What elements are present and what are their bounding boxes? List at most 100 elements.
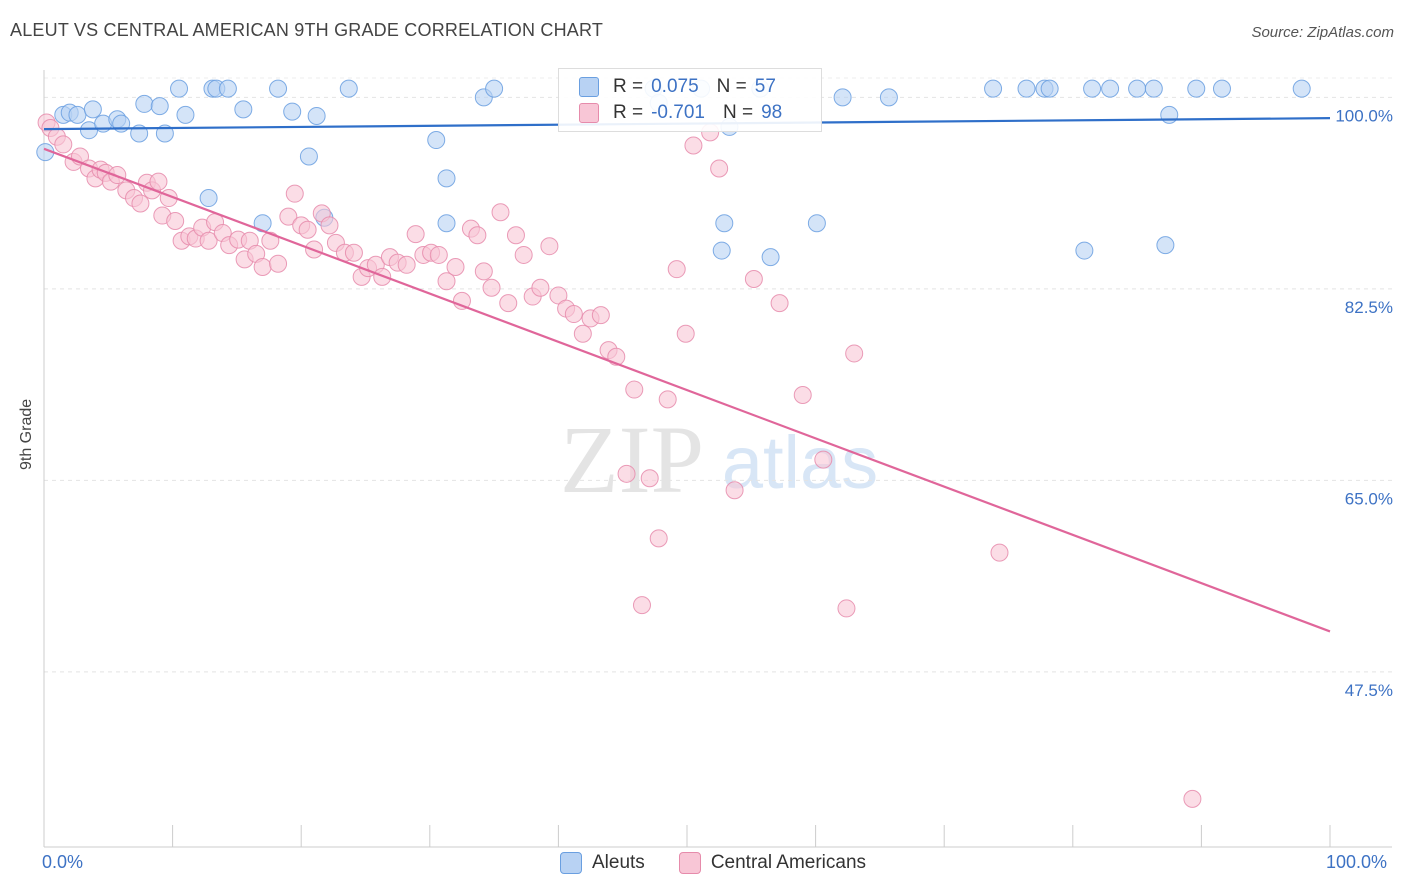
central-american-point	[54, 135, 73, 154]
aleut-point	[68, 105, 87, 124]
central-american-point	[149, 172, 168, 191]
central-american-point	[320, 216, 339, 235]
legend-r-value: 0.075	[651, 76, 699, 97]
aleut-point	[150, 97, 169, 116]
central-american-point	[468, 226, 487, 245]
legend-r-value: -0.701	[651, 102, 705, 123]
central-american-point	[990, 543, 1009, 562]
aleut-point	[984, 79, 1003, 98]
y-tick-label: 82.5%	[1345, 298, 1393, 317]
aleut-point	[1128, 79, 1147, 98]
central-american-point	[397, 255, 416, 274]
aleut-point	[176, 105, 195, 124]
central-american-point	[446, 257, 465, 276]
series-legend: Aleuts Central Americans	[560, 852, 900, 874]
central-american-point	[482, 278, 501, 297]
central-american-point	[285, 184, 304, 203]
aleut-point	[1075, 241, 1094, 260]
aleut-point	[1101, 79, 1120, 98]
aleut-point	[807, 214, 826, 233]
aleut-point	[307, 106, 326, 125]
watermark-zip: ZIP	[560, 406, 704, 513]
aleut-point	[1040, 79, 1059, 98]
central-american-point	[770, 294, 789, 313]
aleut-point	[83, 100, 102, 119]
aleut-point	[155, 124, 174, 143]
series-legend-central-americans[interactable]: Central Americans	[678, 852, 867, 874]
central-american-point	[684, 136, 703, 155]
central-american-point	[710, 159, 729, 178]
y-tick-label: 47.5%	[1345, 681, 1393, 700]
central-american-points	[37, 113, 1202, 808]
central-american-point	[344, 243, 363, 262]
aleut-point	[485, 79, 504, 98]
aleut-point	[1212, 79, 1231, 98]
central-american-point	[573, 324, 592, 343]
aleut-point	[339, 79, 358, 98]
legend-row-aleut: R = 0.075 N = 57	[579, 75, 776, 99]
series-label-central-americans: Central Americans	[710, 852, 867, 873]
legend-swatch-aleut	[579, 77, 599, 97]
legend-row-central: R = -0.701 N = 98	[579, 101, 782, 125]
aleut-point	[1144, 79, 1163, 98]
aleut-point	[199, 189, 218, 208]
central-american-point	[540, 237, 559, 256]
central-american-point	[166, 212, 185, 231]
legend-n-label: N =	[716, 76, 747, 97]
central-american-point	[506, 226, 525, 245]
central-american-point	[564, 305, 583, 324]
central-american-point	[667, 260, 686, 279]
x-tick-label-min: 0.0%	[42, 852, 84, 872]
central-american-point	[131, 194, 150, 213]
aleut-point	[170, 79, 189, 98]
aleut-points	[36, 79, 1311, 267]
aleut-point	[427, 131, 446, 150]
series-swatch-central-americans	[678, 852, 701, 874]
aleut-point	[1083, 79, 1102, 98]
central-american-point	[625, 380, 644, 399]
chart-title: ALEUT VS CENTRAL AMERICAN 9TH GRADE CORR…	[10, 20, 604, 40]
central-american-point	[474, 262, 493, 281]
central-american-point	[491, 203, 510, 222]
aleut-point	[1156, 236, 1175, 255]
central-american-point	[658, 390, 677, 409]
central-american-point	[298, 220, 317, 239]
central-american-point	[617, 464, 636, 483]
legend-n-value: 98	[761, 102, 783, 123]
legend-n-value: 57	[754, 76, 776, 97]
legend-n-label: N =	[722, 102, 754, 123]
legend-swatch-central	[579, 103, 599, 123]
y-tick-label: 65.0%	[1345, 489, 1393, 508]
watermark: ZIP atlas	[560, 406, 878, 513]
central-american-point	[199, 231, 218, 250]
series-label-aleuts: Aleuts	[592, 852, 645, 873]
central-american-point	[837, 599, 856, 618]
aleut-point	[1187, 79, 1206, 98]
central-american-point	[437, 272, 456, 291]
central-american-point	[531, 278, 550, 297]
aleut-point	[879, 88, 898, 107]
central-american-point	[429, 245, 448, 264]
central-american-point	[108, 166, 127, 185]
y-tick-labels: 100.0% 82.5% 65.0% 47.5%	[1335, 106, 1393, 700]
y-tick-label: 100.0%	[1335, 106, 1393, 125]
series-legend-aleuts[interactable]: Aleuts	[560, 852, 645, 874]
aleut-point	[437, 214, 456, 233]
aleut-point	[135, 94, 154, 113]
central-american-point	[649, 529, 668, 548]
central-american-point	[269, 254, 288, 273]
central-american-trend-line	[43, 147, 1331, 633]
central-american-point	[632, 596, 651, 615]
aleut-point	[299, 147, 318, 166]
central-american-point	[591, 306, 610, 325]
central-american-point	[814, 450, 833, 469]
aleut-point	[437, 169, 456, 188]
aleut-point	[761, 248, 780, 267]
legend-r-label: R =	[613, 102, 644, 123]
aleut-point	[712, 241, 731, 260]
aleut-point	[833, 88, 852, 107]
legend-r-label: R =	[613, 76, 644, 97]
central-american-point	[1183, 789, 1202, 808]
series-swatch-aleuts	[560, 852, 582, 874]
